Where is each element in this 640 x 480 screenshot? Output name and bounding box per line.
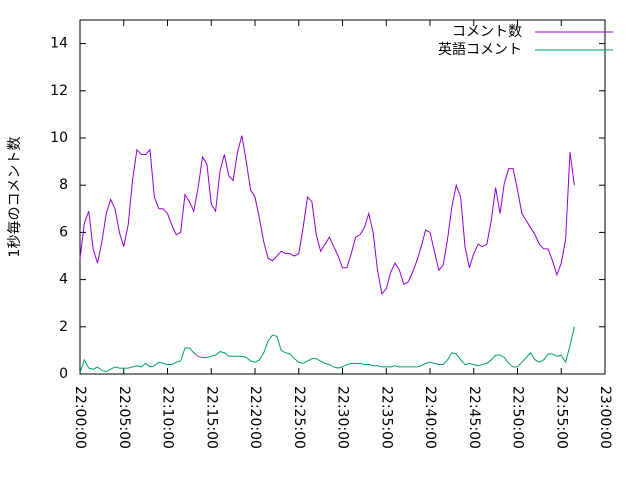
x-tick-label: 22:30:00 — [335, 386, 351, 449]
x-tick-label: 22:10:00 — [160, 386, 176, 449]
y-tick-label: 8 — [59, 177, 68, 193]
x-tick-label: 22:25:00 — [291, 386, 307, 449]
x-tick-label: 22:50:00 — [510, 386, 526, 449]
y-tick-label: 10 — [50, 130, 68, 146]
x-tick-label: 22:15:00 — [203, 386, 219, 449]
x-tick-label: 22:45:00 — [466, 386, 482, 449]
y-tick-label: 4 — [59, 272, 68, 288]
legend-label: 英語コメント — [438, 41, 522, 58]
x-tick-label: 22:05:00 — [116, 386, 132, 449]
y-axis-label: 1秒毎のコメント数 — [7, 137, 23, 258]
y-tick-label: 0 — [59, 366, 68, 382]
x-tick-label: 22:00:00 — [72, 386, 88, 449]
data-line — [79, 326, 575, 373]
x-tick-label: 22:35:00 — [378, 386, 394, 449]
x-tick-label: 23:00:00 — [597, 386, 613, 449]
legend-label: コメント数 — [452, 24, 522, 40]
x-tick-label: 22:55:00 — [553, 386, 569, 449]
y-tick-label: 6 — [59, 224, 68, 240]
x-tick-label: 22:40:00 — [422, 386, 438, 449]
y-tick-label: 2 — [59, 319, 68, 335]
y-tick-label: 14 — [50, 36, 68, 52]
x-tick-label: 22:20:00 — [247, 386, 263, 449]
plot-frame — [79, 19, 606, 375]
data-line — [79, 135, 575, 295]
y-tick-label: 12 — [50, 83, 68, 99]
